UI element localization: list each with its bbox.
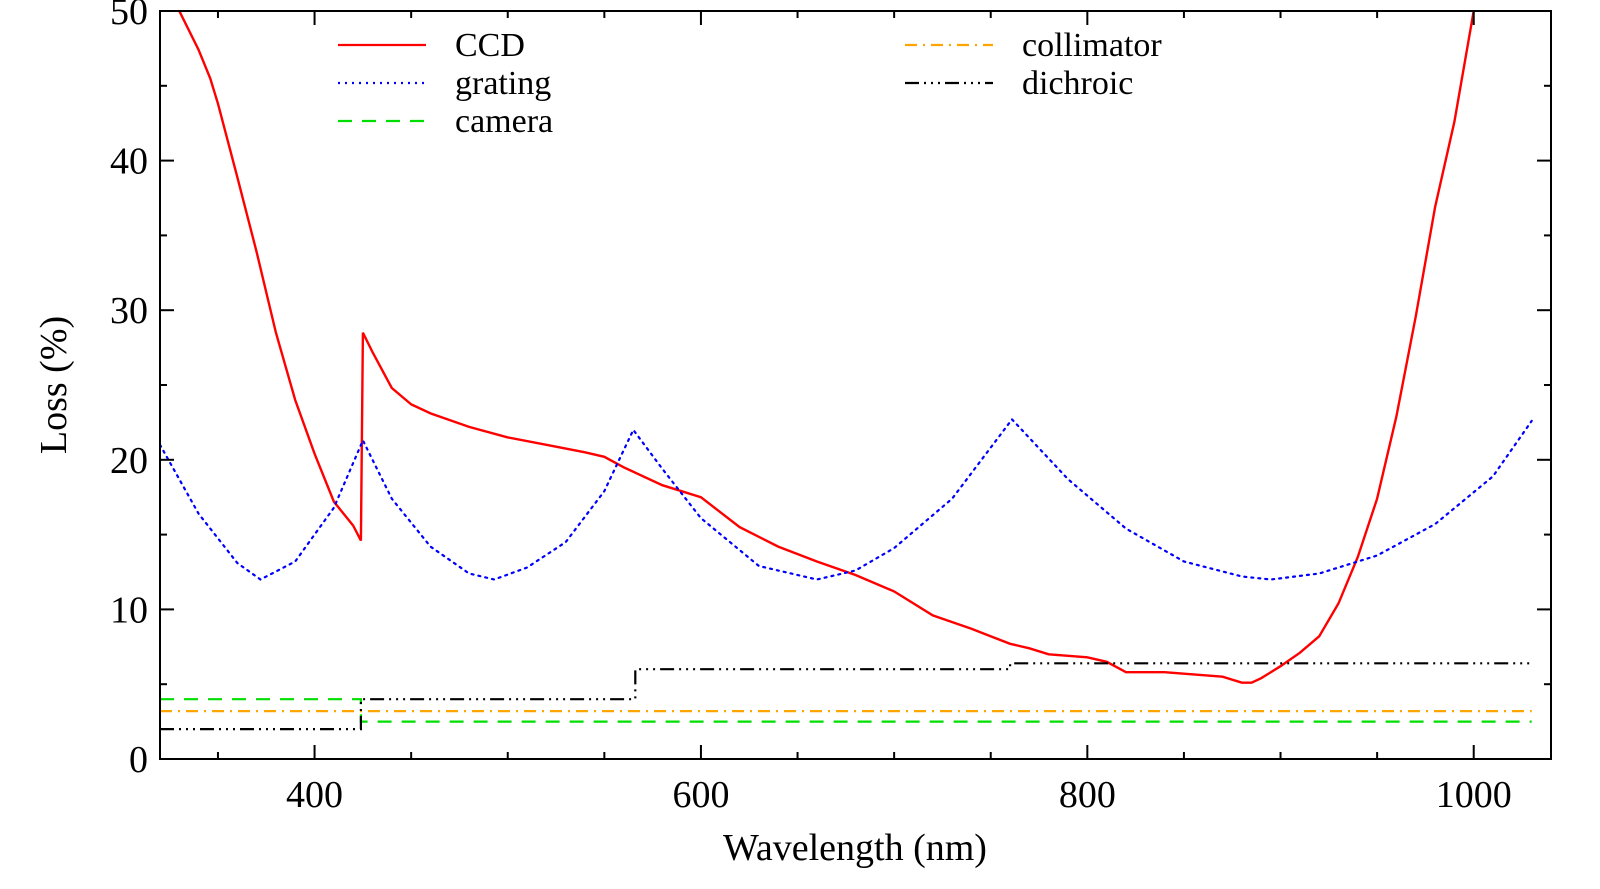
x-tick-label: 1000 — [1436, 774, 1512, 816]
series-line-grating — [160, 417, 1533, 581]
legend-label-collimator: collimator — [1022, 27, 1162, 64]
y-tick-label: 40 — [110, 141, 148, 183]
legend-label-camera: camera — [455, 103, 553, 140]
y-tick-label: 50 — [110, 0, 148, 33]
series-layer — [160, 11, 1533, 731]
y-tick-label: 10 — [110, 589, 148, 631]
x-tick-label: 800 — [1059, 774, 1116, 816]
series-line-dichroic — [160, 662, 1532, 731]
legend-label-grating: grating — [455, 65, 551, 102]
y-axis-label: Loss (%) — [33, 316, 75, 454]
ticks-layer: 400 600 800 1000 0 10 20 30 40 50 — [110, 0, 1551, 816]
x-tick-label: 400 — [286, 774, 343, 816]
y-tick-label: 20 — [110, 440, 148, 482]
legend-label-CCD: CCD — [455, 27, 525, 64]
x-axis-label: Wavelength (nm) — [723, 827, 987, 869]
y-tick-label: 30 — [110, 290, 148, 332]
y-tick-label: 0 — [129, 739, 148, 781]
series-line-CCD — [178, 11, 1475, 684]
legend-label-dichroic: dichroic — [1022, 65, 1133, 102]
plot-frame — [159, 10, 1552, 760]
series-line-camera — [160, 698, 1532, 723]
x-tick-label: 600 — [672, 774, 729, 816]
